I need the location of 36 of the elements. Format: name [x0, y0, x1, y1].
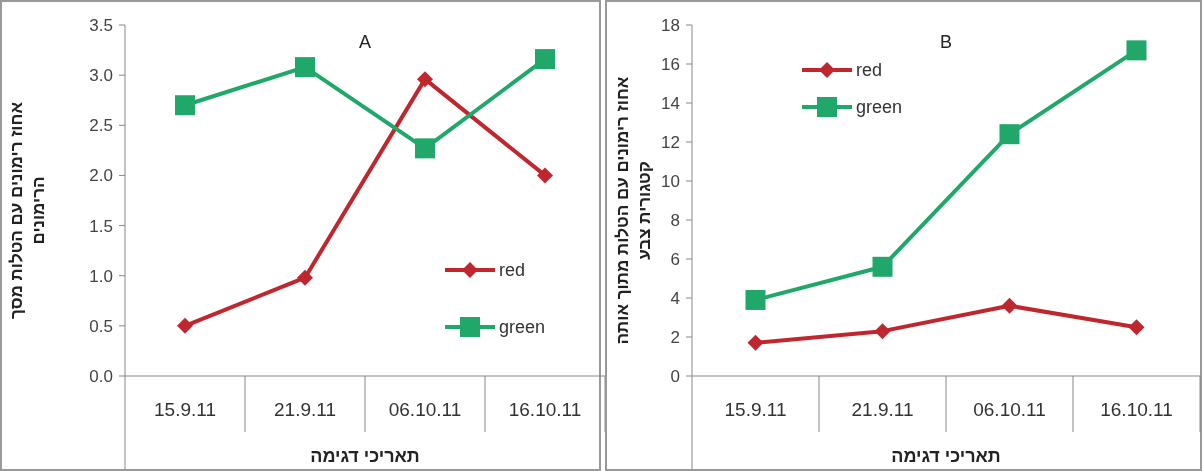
y-tick-label: 14: [661, 94, 680, 113]
y-tick-label: 6: [670, 250, 680, 269]
y-tick-label: 2.0: [89, 166, 113, 186]
x-tick-label: 15.9.11: [724, 399, 787, 420]
y-tick-label: 12: [661, 133, 680, 152]
y-tick-label: 8: [670, 211, 680, 230]
legend-label: green: [856, 97, 903, 117]
x-tick-label: 06.10.11: [973, 399, 1046, 420]
y-tick-label: 2: [670, 328, 680, 347]
x-axis-title: תאריכי דגימה: [310, 446, 420, 466]
x-tick-label: 16.10.11: [1100, 399, 1173, 420]
x-tick-label: 06.10.11: [388, 399, 462, 420]
y-tick-label: 3.0: [89, 66, 113, 86]
y-tick-label: 1.5: [89, 216, 113, 236]
y-tick-label: 10: [661, 172, 680, 191]
x-tick-label: 21.9.11: [851, 399, 914, 420]
y-tick-label: 18: [661, 16, 680, 35]
y-tick-label: 0.5: [89, 316, 113, 336]
y-tick-label: 3.5: [89, 16, 113, 35]
y-tick-label: 0.0: [89, 367, 113, 386]
y-tick-label: 0: [670, 367, 680, 386]
x-tick-label: 16.10.11: [508, 399, 582, 420]
x-tick-label: 15.9.11: [154, 399, 216, 420]
legend-label: red: [499, 260, 526, 280]
y-tick-label: 4: [670, 289, 680, 308]
chart-title: A: [358, 32, 372, 52]
chart-title: B: [939, 32, 953, 52]
x-axis-title: תאריכי דגימה: [891, 446, 1001, 466]
y-tick-label: 2.5: [89, 116, 113, 136]
y-axis-title: אחוז רימונים עם הטלות מסך הרימונים: [7, 101, 48, 319]
legend-label: green: [499, 317, 546, 337]
x-tick-label: 21.9.11: [274, 399, 336, 420]
y-tick-label: 16: [661, 55, 680, 74]
y-axis-title: אחוז רימונים עם הטלות מתוך אותה קטגורית צבע: [613, 76, 654, 345]
y-tick-label: 1.0: [89, 266, 113, 286]
legend-label: red: [856, 60, 883, 80]
